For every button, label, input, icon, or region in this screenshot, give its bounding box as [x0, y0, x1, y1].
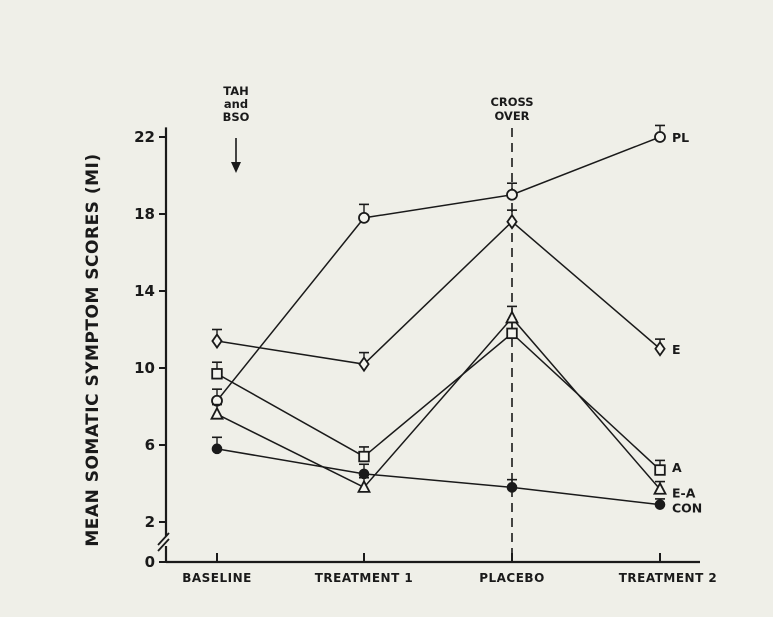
data-point — [506, 327, 518, 340]
x-tick-label: BASELINE — [182, 571, 252, 585]
annotation-text-crossover: OVER — [494, 109, 529, 123]
series-line — [216, 448, 661, 506]
data-point — [358, 468, 370, 480]
x-tick-label: TREATMENT 1 — [315, 571, 414, 585]
arrow-head-icon — [231, 162, 241, 173]
data-point — [654, 499, 666, 510]
series-line — [216, 220, 661, 365]
x-tick-label: PLACEBO — [479, 571, 545, 585]
data-point — [211, 443, 223, 455]
data-point — [653, 481, 667, 495]
data-point — [358, 450, 370, 463]
series-label: CON — [672, 501, 702, 516]
data-point — [506, 482, 518, 493]
data-point — [211, 368, 223, 380]
y-tick-label: 0 — [145, 553, 155, 571]
series-pl: PL — [211, 124, 689, 407]
series-a: A — [211, 319, 682, 476]
data-point — [210, 406, 224, 420]
series-label: E-A — [672, 485, 696, 500]
series-line — [216, 136, 661, 402]
series-label: E — [672, 342, 681, 357]
y-tick-label: 18 — [134, 205, 155, 223]
data-point — [505, 310, 519, 324]
data-point — [654, 340, 666, 357]
y-axis-break-mark — [157, 532, 170, 546]
series-label: A — [672, 460, 682, 475]
series-line — [216, 332, 661, 471]
data-point — [506, 213, 518, 230]
data-point — [357, 479, 371, 493]
data-point — [506, 188, 518, 201]
y-tick-label: 2 — [145, 513, 155, 531]
series-ea: E-A — [210, 305, 696, 500]
data-point — [654, 464, 666, 476]
y-tick-label: 6 — [145, 436, 155, 454]
series-label: PL — [672, 130, 689, 145]
series-con: CON — [211, 436, 702, 516]
y-tick-label: 22 — [134, 128, 155, 146]
series-e: E — [211, 209, 681, 373]
y-tick-label: 14 — [134, 282, 155, 300]
axes: 0 2 6 10 14 18 22 BASELINE TREATMENT 1 PLACEBO TRE… — [83, 127, 717, 585]
y-axis-label: MEAN SOMATIC SYMPTOM SCORES (MI) — [83, 153, 103, 546]
y-axis-break-mark — [157, 538, 170, 552]
data-point — [358, 211, 370, 224]
data-point — [211, 332, 223, 350]
x-tick-label: TREATMENT 2 — [619, 571, 718, 585]
data-point — [654, 131, 666, 143]
annotation-text-tah-bso: and — [224, 97, 248, 111]
annotation-text-tah-bso: TAH — [223, 84, 248, 98]
annotation-text-tah-bso: BSO — [223, 110, 250, 124]
data-point — [358, 356, 370, 373]
annotation-text-crossover: CROSS — [490, 95, 533, 109]
series-line — [216, 316, 661, 490]
y-tick-label: 10 — [134, 359, 155, 377]
